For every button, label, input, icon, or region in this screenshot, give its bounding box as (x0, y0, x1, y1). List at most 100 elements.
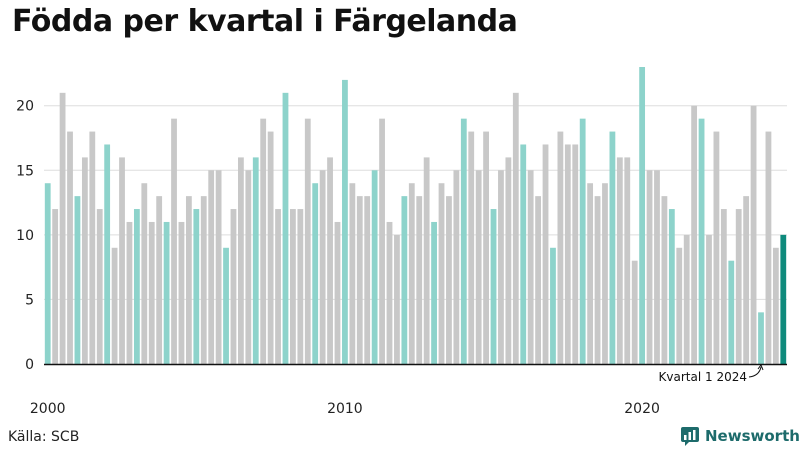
bar (141, 183, 148, 364)
bar (408, 183, 415, 364)
annotation-label: Kvartal 1 2024 (659, 370, 747, 384)
bar (564, 144, 571, 364)
bar (364, 196, 371, 364)
bar (275, 209, 281, 364)
bar (520, 144, 527, 364)
bar (772, 247, 779, 364)
bar (416, 196, 423, 364)
bar (59, 92, 66, 364)
bar (453, 170, 460, 364)
bar (735, 209, 742, 364)
bar (74, 196, 81, 364)
bar (156, 196, 163, 364)
bar (371, 170, 378, 364)
bar (557, 131, 564, 364)
bar (163, 221, 170, 364)
chart-title: Födda per kvartal i Färgelanda (12, 4, 518, 39)
x-tick-label: 2000 (30, 401, 66, 417)
y-tick-label: 0 (25, 357, 34, 373)
bar (713, 131, 720, 364)
bar (245, 170, 252, 364)
bar (706, 234, 712, 364)
bar (602, 183, 608, 364)
bar (223, 247, 229, 364)
y-tick-label: 5 (25, 292, 34, 308)
bar (200, 196, 207, 364)
bar (193, 209, 200, 364)
bar (631, 260, 638, 364)
bar (401, 196, 408, 364)
bar (230, 209, 237, 364)
bar (126, 221, 133, 364)
bar (720, 209, 727, 364)
bar (423, 157, 430, 364)
bar (780, 234, 787, 364)
bar (728, 260, 735, 364)
bar (379, 118, 385, 365)
bar (468, 131, 475, 364)
bar (594, 196, 601, 364)
bar (252, 157, 259, 364)
bar (527, 170, 534, 364)
bar (342, 79, 348, 364)
source-note: Källa: SCB (8, 429, 80, 445)
bar (148, 221, 155, 364)
bar (616, 157, 623, 364)
bar (267, 131, 274, 364)
annotation-arrowhead (757, 363, 764, 371)
bar (52, 209, 59, 364)
annotation: Kvartal 1 2024 (659, 363, 764, 384)
bar (238, 157, 244, 364)
bar (683, 234, 690, 364)
bar (312, 183, 319, 364)
bar (639, 67, 646, 364)
annotation-arrow (748, 366, 762, 378)
bar (133, 209, 140, 364)
bar (334, 221, 341, 364)
y-tick-label: 15 (16, 163, 34, 179)
brand-logo[interactable]: Newsworthy (680, 426, 800, 446)
bar (356, 196, 363, 364)
bar (609, 131, 616, 364)
bar (67, 131, 73, 364)
bar (282, 92, 289, 364)
bar (386, 221, 393, 364)
newsworthy-logo-icon (681, 427, 699, 446)
bar (460, 118, 467, 365)
x-tick-label: 2010 (327, 401, 363, 417)
bar (438, 183, 445, 364)
bar (104, 144, 111, 364)
bar (668, 209, 675, 364)
bar (111, 247, 118, 364)
bar (290, 209, 296, 364)
bar (758, 312, 764, 364)
bar (297, 209, 304, 364)
bar (587, 183, 594, 364)
bar (535, 196, 541, 364)
bar (505, 157, 512, 364)
bar (676, 247, 683, 364)
bar (490, 209, 497, 364)
bar (446, 196, 452, 364)
x-tick-label: 2020 (624, 401, 660, 417)
y-tick-label: 20 (16, 99, 34, 115)
bar (208, 170, 215, 364)
bar (498, 170, 504, 364)
bar (81, 157, 88, 364)
bar (698, 118, 705, 365)
bar (542, 144, 549, 364)
bars (44, 67, 787, 365)
bar (550, 247, 556, 364)
bar (750, 105, 757, 365)
bar (624, 157, 631, 364)
bar (394, 234, 400, 364)
bar (119, 157, 125, 364)
axes: 2000 2010 2020 (30, 363, 787, 417)
bar (171, 118, 177, 365)
bar (743, 196, 750, 364)
bar (646, 170, 653, 364)
bar (483, 131, 489, 364)
bar (475, 170, 482, 364)
bar (654, 170, 660, 364)
